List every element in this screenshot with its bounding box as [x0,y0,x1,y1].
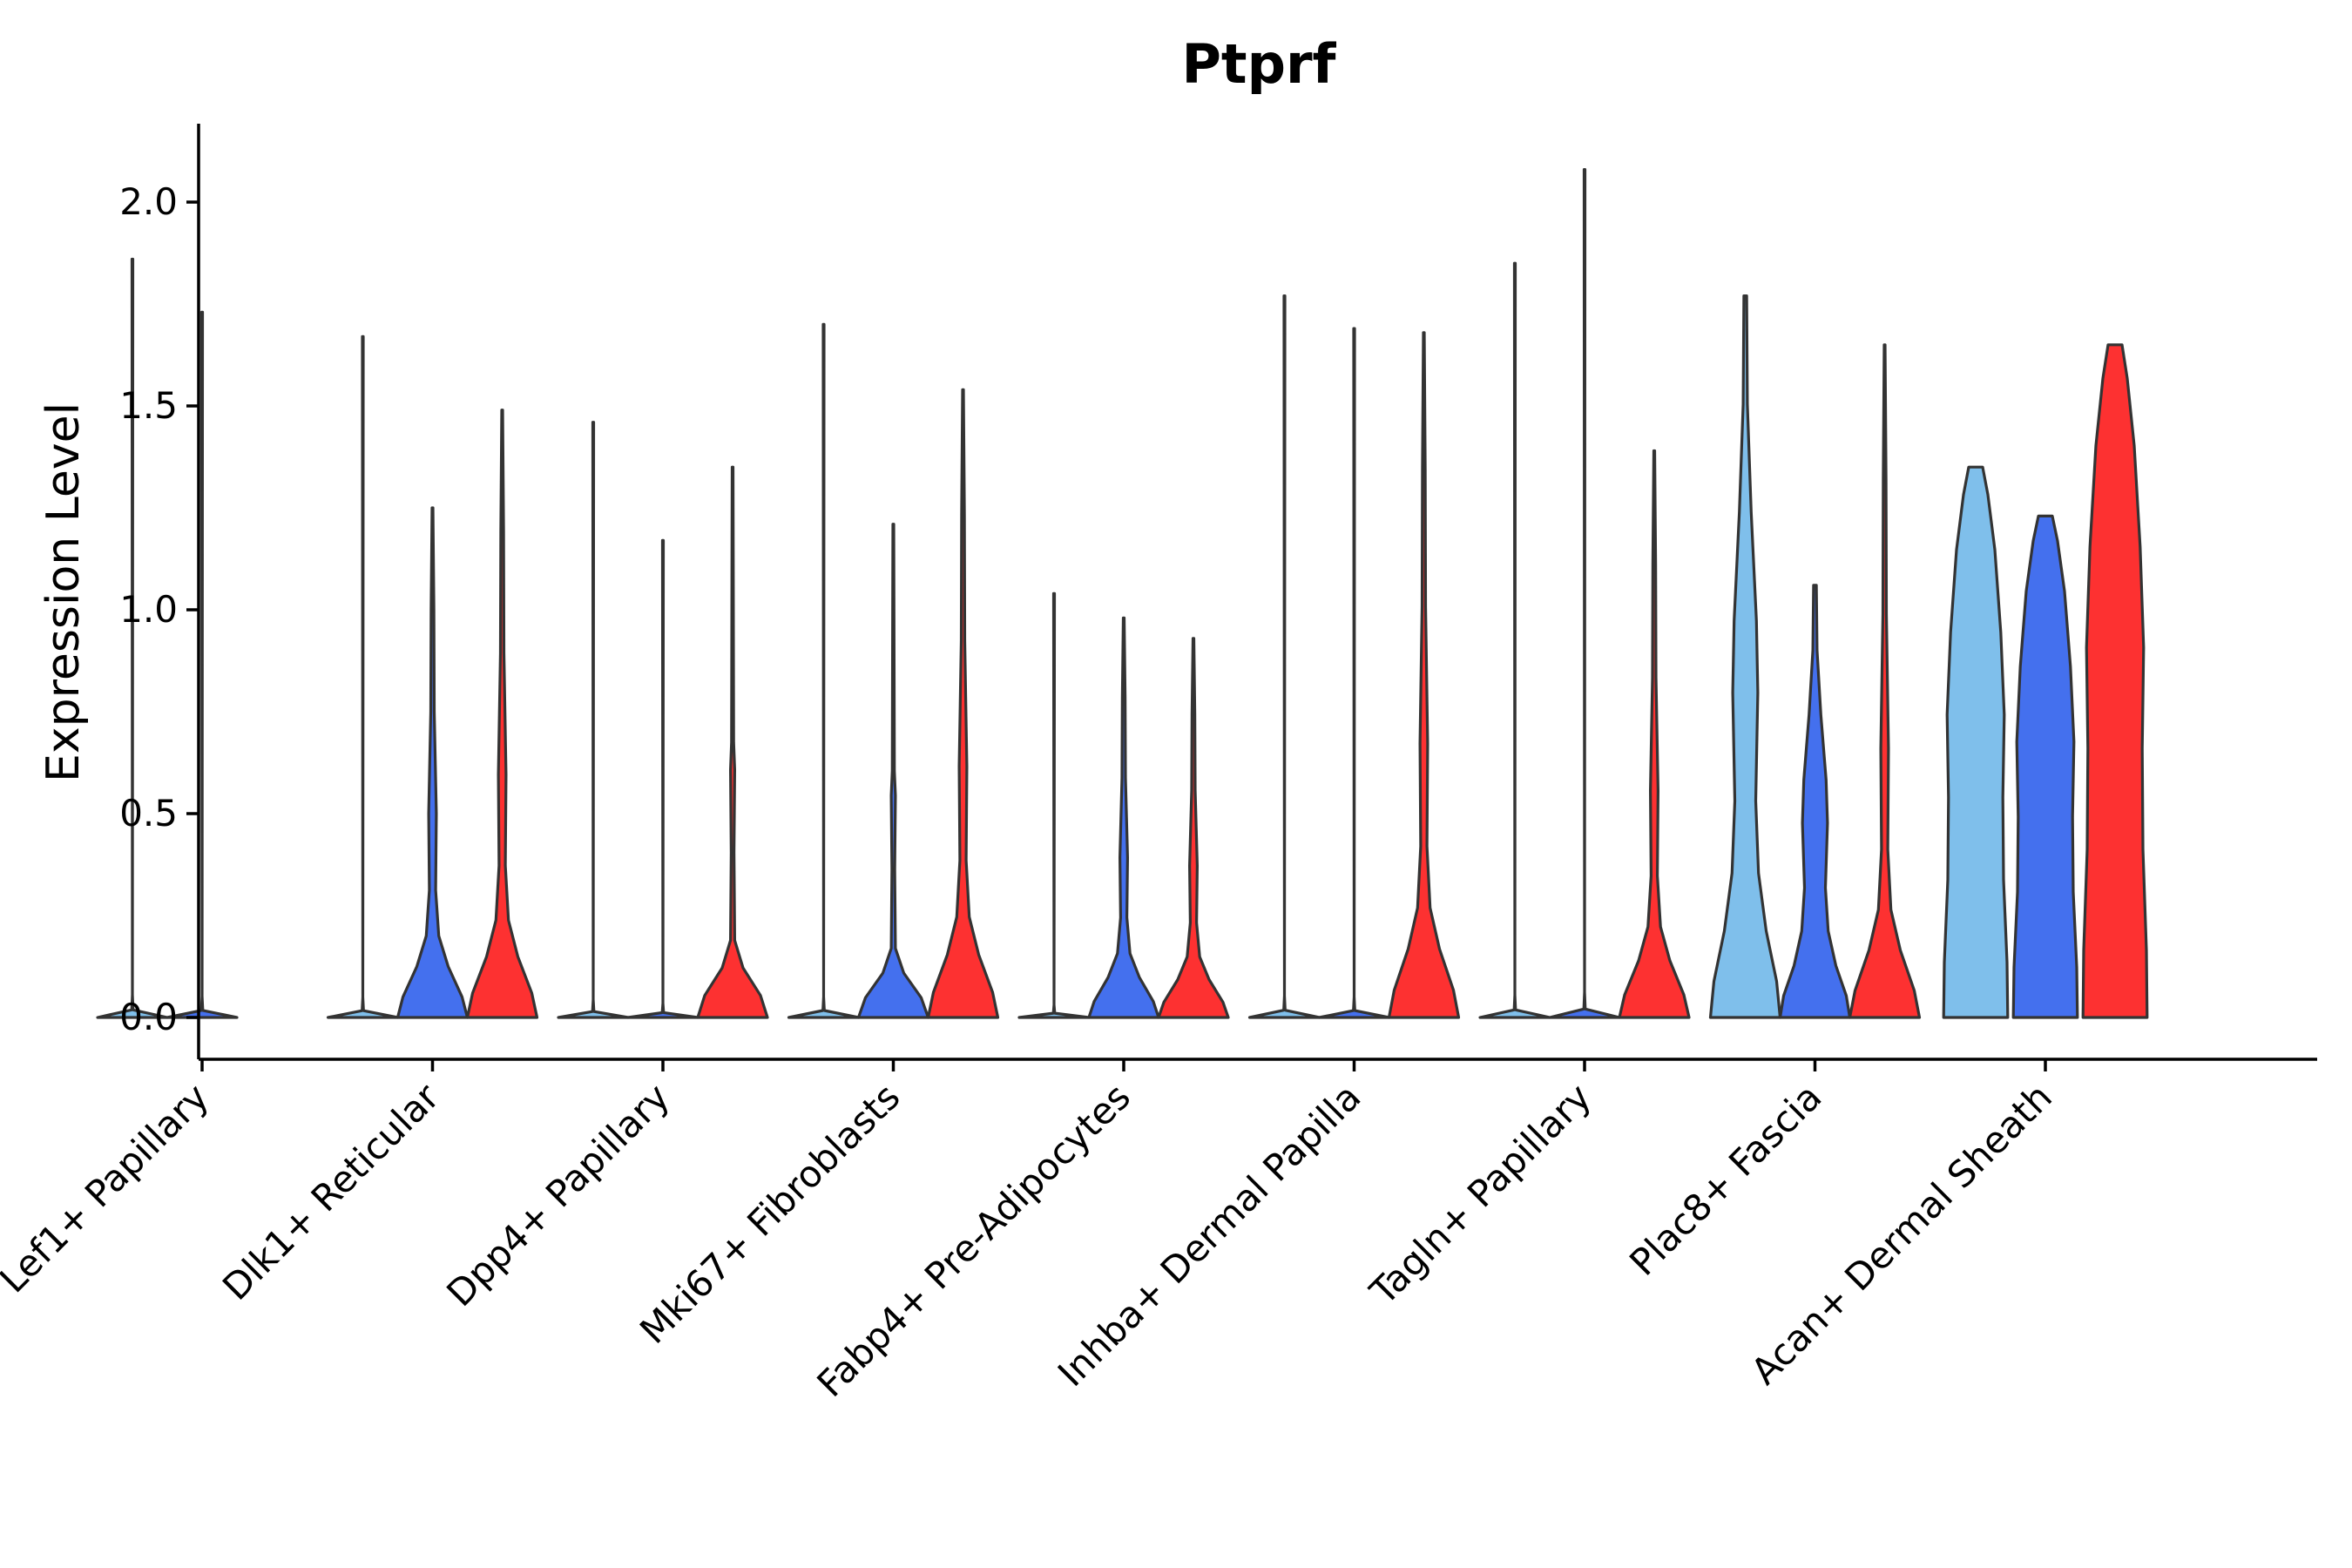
violin-group [96,257,239,1019]
violin-condition-2 [1778,584,1852,1019]
violin-condition-1 [1478,261,1551,1019]
violin-group [1017,591,1230,1019]
x-tick-label: Plac8+ Fascia [1621,1075,1829,1283]
chart-title: Ptprf [1181,32,1336,96]
y-tick-label: 1.5 [119,384,178,427]
x-tick-label: Mki67+ Fibroblasts [632,1075,908,1351]
violin-condition-1 [1708,294,1782,1019]
y-tick-label: 2.0 [119,180,178,223]
violin-condition-2 [2011,514,2079,1019]
violin-group [1708,294,1922,1019]
violins-layer [96,168,2149,1019]
violin-group [326,335,539,1019]
violin-condition-2 [626,538,700,1019]
violin-condition-1 [787,322,861,1019]
violin-condition-3 [926,388,1000,1019]
violin-condition-1 [326,335,400,1019]
violin-group [1942,343,2149,1019]
violin-condition-3 [1618,449,1691,1019]
violin-condition-2 [395,506,470,1019]
violin-condition-2 [856,523,930,1019]
y-tick-label: 1.0 [119,588,178,631]
violin-condition-2 [1548,168,1621,1019]
x-tick-label: Dpp4+ Papillary [438,1075,678,1315]
violin-condition-3 [1848,343,1922,1019]
violin-condition-1 [1247,294,1321,1019]
violin-group [787,322,1000,1019]
violin-condition-2 [166,310,239,1019]
violin-condition-3 [1387,331,1461,1019]
violin-group [1478,168,1691,1019]
violin-condition-1 [1017,591,1091,1019]
x-tick-label: Dlk1+ Reticular [214,1075,448,1308]
x-tick-label: Tagln+ Papillary [1362,1075,1599,1313]
violin-group [1247,294,1461,1019]
violin-condition-2 [1087,616,1160,1019]
violin-condition-3 [465,409,539,1019]
violin-condition-3 [696,465,769,1019]
violin-condition-3 [2081,343,2149,1019]
violin-condition-1 [96,257,169,1019]
y-tick-label: 0.0 [119,996,178,1038]
y-axis-label: Expression Level [37,402,90,782]
violin-group [557,421,769,1019]
x-tick-label: Lef1+ Papillary [0,1075,217,1301]
violin-condition-1 [1942,465,2010,1019]
violin-condition-1 [557,421,630,1019]
violin-condition-3 [1157,637,1230,1019]
y-tick-label: 0.5 [119,792,178,835]
violin-condition-2 [1317,327,1391,1019]
